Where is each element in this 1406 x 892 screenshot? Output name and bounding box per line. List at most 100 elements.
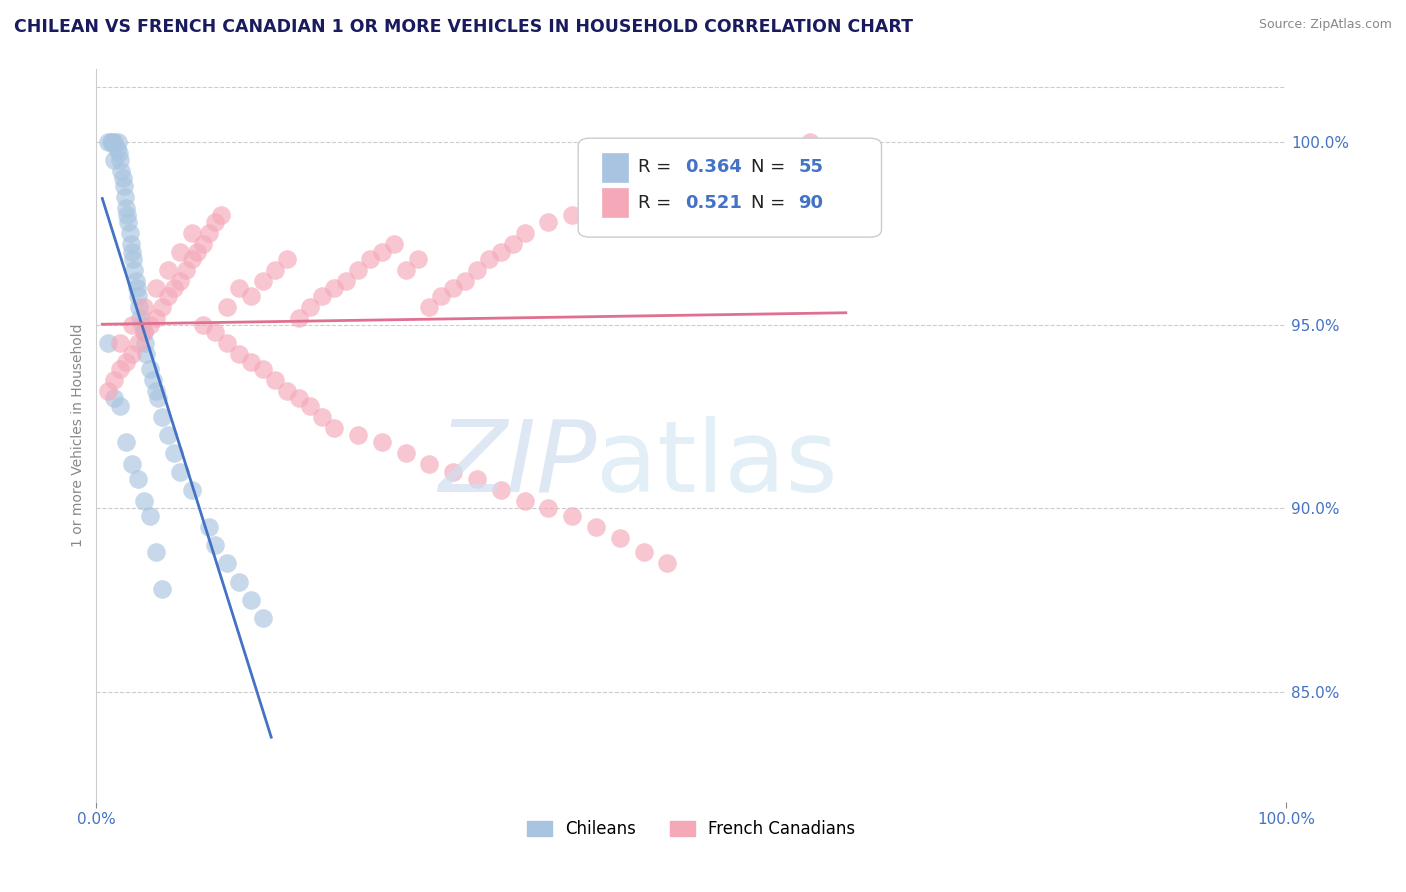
Point	[114, 190, 136, 204]
Point	[359, 252, 381, 266]
Point	[561, 508, 583, 523]
Point	[131, 318, 153, 332]
Point	[240, 593, 263, 607]
Point	[180, 252, 202, 266]
Text: R =: R =	[638, 159, 676, 177]
Point	[110, 164, 132, 178]
Point	[145, 281, 167, 295]
Point	[382, 237, 405, 252]
Point	[107, 135, 129, 149]
Point	[347, 263, 370, 277]
Point	[657, 557, 679, 571]
Point	[228, 574, 250, 589]
Point	[124, 263, 146, 277]
Point	[217, 300, 239, 314]
FancyBboxPatch shape	[578, 138, 882, 237]
Point	[103, 392, 125, 406]
Y-axis label: 1 or more Vehicles in Household: 1 or more Vehicles in Household	[72, 323, 86, 547]
Point	[103, 153, 125, 168]
Point	[132, 326, 155, 340]
Point	[134, 336, 156, 351]
Point	[174, 263, 197, 277]
Point	[323, 281, 346, 295]
Point	[502, 237, 524, 252]
Point	[115, 355, 138, 369]
Text: R =: R =	[638, 194, 676, 211]
Point	[97, 384, 120, 398]
Point	[121, 347, 143, 361]
Point	[121, 318, 143, 332]
Point	[108, 336, 131, 351]
Point	[489, 483, 512, 497]
Point	[103, 373, 125, 387]
Point	[129, 310, 152, 325]
Point	[395, 263, 418, 277]
Point	[335, 274, 357, 288]
Point	[537, 215, 560, 229]
Point	[117, 215, 139, 229]
Point	[204, 326, 226, 340]
Point	[148, 392, 170, 406]
Point	[169, 244, 191, 259]
Point	[395, 446, 418, 460]
Text: ZIP: ZIP	[437, 416, 596, 513]
Point	[252, 274, 274, 288]
Point	[299, 399, 322, 413]
Legend: Chileans, French Canadians: Chileans, French Canadians	[520, 814, 862, 845]
Point	[198, 519, 221, 533]
Point	[150, 582, 173, 596]
Point	[117, 208, 139, 222]
Point	[105, 142, 128, 156]
Point	[115, 435, 138, 450]
Text: 55: 55	[799, 159, 824, 177]
Point	[163, 446, 186, 460]
Text: CHILEAN VS FRENCH CANADIAN 1 OR MORE VEHICLES IN HOUSEHOLD CORRELATION CHART: CHILEAN VS FRENCH CANADIAN 1 OR MORE VEH…	[14, 18, 912, 36]
Point	[127, 472, 149, 486]
Point	[620, 190, 643, 204]
Point	[418, 300, 440, 314]
Point	[135, 347, 157, 361]
Point	[163, 281, 186, 295]
Point	[124, 274, 146, 288]
Point	[145, 384, 167, 398]
Point	[122, 252, 145, 266]
Point	[145, 310, 167, 325]
Point	[108, 153, 131, 168]
Point	[287, 392, 309, 406]
Point	[465, 263, 488, 277]
Point	[775, 142, 797, 156]
Point	[276, 252, 298, 266]
Point	[121, 458, 143, 472]
Point	[228, 281, 250, 295]
Point	[311, 409, 333, 424]
Point	[139, 362, 162, 376]
Point	[299, 300, 322, 314]
Point	[252, 611, 274, 625]
Point	[132, 494, 155, 508]
Point	[441, 465, 464, 479]
Point	[128, 300, 150, 314]
Point	[100, 135, 122, 149]
Point	[180, 483, 202, 497]
Point	[240, 289, 263, 303]
Point	[418, 458, 440, 472]
Point	[186, 244, 208, 259]
Point	[97, 135, 120, 149]
Point	[478, 252, 501, 266]
Point	[132, 326, 155, 340]
Point	[644, 178, 666, 193]
Point	[103, 135, 125, 149]
Text: N =: N =	[751, 194, 790, 211]
Bar	[602, 188, 628, 218]
Point	[121, 244, 143, 259]
Point	[513, 494, 536, 508]
Point	[228, 347, 250, 361]
Point	[108, 399, 131, 413]
Point	[441, 281, 464, 295]
Point	[125, 281, 148, 295]
Point	[108, 145, 131, 160]
Point	[537, 501, 560, 516]
Point	[217, 557, 239, 571]
Point	[240, 355, 263, 369]
Point	[740, 153, 762, 168]
